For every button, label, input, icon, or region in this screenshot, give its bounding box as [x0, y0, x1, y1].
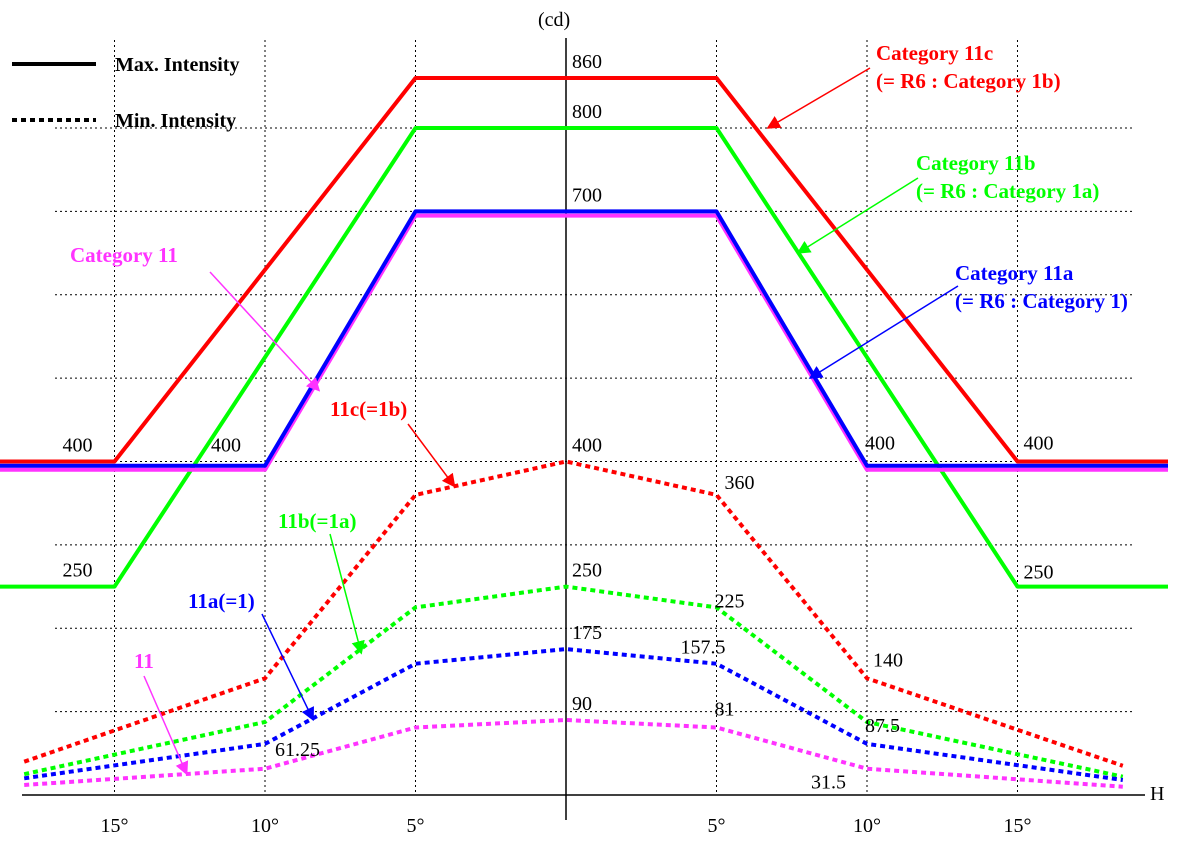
value-labels: 860 800 700 400 250 175 90 400 400 400 400 250 250 36…: [63, 51, 1054, 794]
x-tick-label: 10°: [251, 815, 279, 837]
annotation-label: Category 11c: [876, 41, 993, 65]
annotation: 11a(=1): [188, 589, 314, 722]
value-label: 400: [572, 435, 602, 457]
value-label: 400: [865, 433, 895, 455]
value-label: 700: [572, 184, 602, 206]
annotation-label: 11b(=1a): [278, 509, 356, 533]
annotation-label: 11a(=1): [188, 589, 255, 613]
x-tick-label: 5°: [708, 815, 726, 837]
annotation-label: (= R6 : Category 1a): [916, 179, 1099, 203]
series-line: [0, 213, 1168, 472]
annotation-arrow: [766, 67, 871, 129]
value-label: 175: [572, 622, 602, 644]
value-label: 31.5: [811, 772, 846, 794]
annotation-arrow: [261, 613, 314, 722]
value-label: 250: [1024, 562, 1054, 584]
annotation: 11c(=1b): [330, 397, 456, 488]
annotation-arrow: [796, 177, 919, 254]
value-label: 860: [572, 51, 602, 73]
annotation-arrow: [329, 533, 365, 655]
annotation: 11b(=1a): [278, 509, 365, 655]
annotation-label: (= R6 : Category 1): [955, 289, 1128, 313]
x-axis-label: H: [1150, 783, 1164, 805]
value-label: 157.5: [681, 637, 726, 659]
annotations: Category 11c(= R6 : Category 1b)Category…: [70, 41, 1128, 776]
annotation-arrow: [407, 423, 456, 488]
x-tick-label: 15°: [101, 815, 129, 837]
annotation-label: Category 11: [70, 243, 178, 267]
value-label: 61.25: [275, 739, 320, 761]
y-axis-label: (cd): [538, 9, 570, 31]
value-label: 400: [63, 435, 93, 457]
x-tick-label: 15°: [1004, 815, 1032, 837]
legend: Max. Intensity Min. Intensity: [12, 54, 239, 132]
annotation-label: Category 11a: [955, 261, 1074, 285]
value-label: 140: [873, 649, 903, 671]
annotation: Category 11b (= R6 : Category 1a): [796, 151, 1099, 254]
annotation: 11: [134, 649, 189, 776]
annotation: Category 11c (= R6 : Category 1b): [766, 41, 1061, 129]
value-label: 360: [725, 472, 755, 494]
series-line: [23, 647, 1124, 782]
series-line: [23, 584, 1124, 779]
series-layer: [0, 76, 1168, 789]
annotation-label: 11c(=1b): [330, 397, 407, 421]
legend-label: Min. Intensity: [115, 110, 236, 132]
value-label: 250: [63, 560, 93, 582]
series-line: [23, 459, 1124, 768]
value-label: 400: [211, 435, 241, 457]
value-label: 800: [572, 101, 602, 123]
x-tick-label: 10°: [853, 815, 881, 837]
annotation-arrow: [808, 285, 959, 379]
annotation-arrow: [209, 271, 321, 392]
annotation-arrow: [143, 675, 189, 776]
series-line: [0, 126, 1168, 589]
value-label: 81: [715, 698, 735, 720]
legend-label: Max. Intensity: [115, 54, 239, 76]
annotation-label: (= R6 : Category 1b): [876, 69, 1061, 93]
annotation: Category 11a (= R6 : Category 1): [808, 261, 1128, 379]
value-label: 225: [715, 590, 745, 612]
series-line: [0, 209, 1168, 468]
annotation-label: 11: [134, 649, 154, 673]
value-label: 400: [1024, 433, 1054, 455]
x-tick-label: 5°: [407, 815, 425, 837]
value-label: 90: [572, 693, 592, 715]
axes: H (cd) 15° 10° 5° 5° 10° 15°: [22, 9, 1164, 837]
annotation: Category 11: [70, 243, 321, 392]
value-label: 250: [572, 560, 602, 582]
series-line: [0, 76, 1168, 464]
value-label: 87.5: [865, 715, 900, 737]
annotation-label: Category 11b: [916, 151, 1036, 175]
